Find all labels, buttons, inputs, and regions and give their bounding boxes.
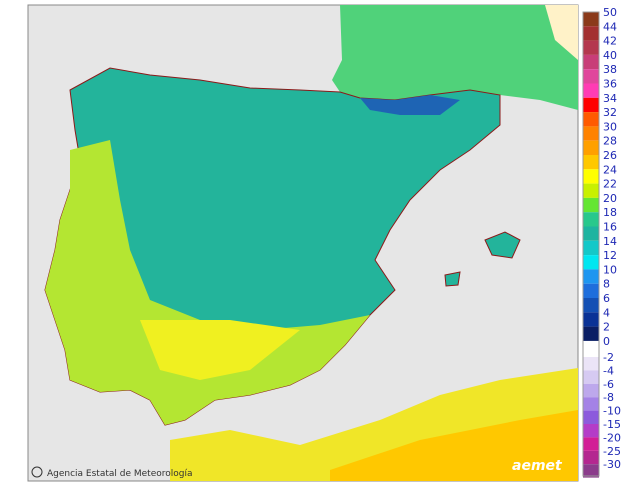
legend-swatch	[583, 397, 599, 411]
legend-label: 34	[603, 92, 617, 105]
legend-label: 30	[603, 120, 617, 133]
legend-swatch	[583, 383, 599, 398]
legend-label: 2	[603, 321, 610, 334]
pyrenees	[360, 95, 460, 115]
legend-label: -2	[603, 351, 614, 364]
legend-swatch	[583, 312, 599, 327]
legend-label: 40	[603, 49, 617, 62]
legend-swatch	[583, 140, 599, 155]
legend-label: 24	[603, 163, 617, 176]
legend-swatch	[583, 424, 599, 438]
logo: aemet	[512, 458, 563, 474]
legend-label: 32	[603, 106, 617, 119]
legend-swatch	[583, 155, 599, 170]
legend-label: 20	[603, 192, 617, 205]
legend-swatch	[583, 26, 599, 41]
legend-swatch	[583, 450, 599, 465]
legend-swatch	[583, 410, 599, 424]
legend-label: 42	[603, 35, 617, 48]
legend-swatch	[583, 283, 599, 298]
legend-swatch	[583, 255, 599, 270]
legend-swatch	[583, 326, 599, 341]
legend-label: 6	[603, 292, 610, 305]
legend-swatch	[583, 197, 599, 213]
legend-label: 44	[603, 20, 617, 33]
legend-swatch	[583, 12, 599, 27]
france	[332, 5, 578, 110]
legend-swatch	[583, 269, 599, 284]
attribution: Agencia Estatal de Meteorología	[47, 469, 193, 479]
legend-swatch	[583, 226, 599, 241]
legend-label: 22	[603, 178, 617, 191]
legend-swatch	[583, 240, 599, 256]
ibiza	[444, 271, 461, 287]
legend-label: 28	[603, 135, 617, 148]
legend-swatch	[583, 183, 599, 198]
legend-label: 8	[603, 278, 610, 291]
legend-swatch	[583, 40, 599, 55]
legend-swatch	[583, 212, 599, 227]
legend-swatch	[583, 126, 599, 141]
legend-swatch	[583, 69, 599, 84]
legend-swatch	[583, 357, 599, 371]
legend-swatch	[583, 97, 599, 113]
legend-swatch	[583, 464, 599, 478]
legend-label: 12	[603, 249, 617, 262]
legend-swatch	[583, 112, 599, 127]
legend-label: 26	[603, 149, 617, 162]
legend-swatch	[583, 370, 599, 384]
legend-label: 4	[603, 306, 610, 319]
legend-label: 14	[603, 235, 617, 248]
legend-label: -6	[603, 378, 614, 391]
legend-label: 16	[603, 221, 617, 234]
legend-label: -4	[603, 364, 614, 377]
andalusia	[140, 320, 300, 380]
legend-label: 50	[603, 6, 617, 19]
legend-label: -30	[603, 458, 621, 471]
legend-label: 10	[603, 263, 617, 276]
southwest	[45, 140, 370, 425]
legend-label: -25	[603, 445, 621, 458]
legend-label: 36	[603, 78, 617, 91]
legend-swatch	[583, 298, 599, 313]
legend-label: 18	[603, 206, 617, 219]
copyright-icon	[31, 466, 43, 478]
africa-south	[330, 410, 578, 481]
legend-swatch	[583, 83, 599, 98]
legend-swatch	[583, 169, 599, 184]
legend-label: -15	[603, 418, 621, 431]
legend-swatch	[583, 437, 599, 451]
legend-label: 38	[603, 63, 617, 76]
legend-frame	[582, 11, 600, 477]
legend-swatch	[583, 54, 599, 70]
legend-label: -8	[603, 391, 614, 404]
alps	[545, 5, 578, 60]
legend-label: -10	[603, 405, 621, 418]
legend-label: 0	[603, 335, 610, 348]
mallorca	[484, 231, 521, 259]
legend-label: -20	[603, 431, 621, 444]
